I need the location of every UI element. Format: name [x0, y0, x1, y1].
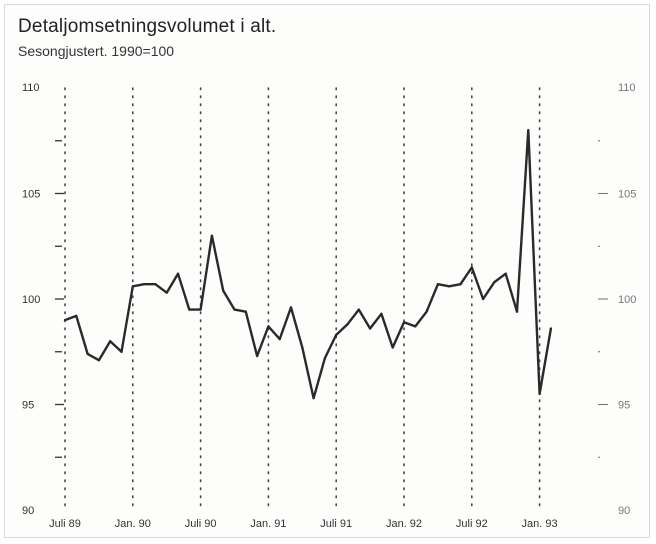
x-tick-label: Jan. 90: [115, 518, 151, 530]
data-point: [199, 308, 202, 311]
y-tick-label-right: 105: [618, 189, 636, 201]
data-point: [210, 234, 213, 237]
data-point: [176, 272, 180, 275]
chart-title: Detaljomsetningsvolumet i alt.: [18, 16, 277, 37]
x-tick-label: Juli 89: [49, 518, 81, 530]
data-point: [357, 308, 360, 311]
chart-frame: [4, 4, 650, 538]
data-point: [380, 312, 383, 315]
data-point: [222, 289, 225, 292]
data-point: [335, 333, 338, 336]
data-point: [301, 346, 304, 349]
data-point: [267, 325, 270, 328]
data-point: [143, 283, 146, 286]
data-point: [482, 297, 485, 301]
y-tick-label-left: 90: [22, 505, 34, 517]
data-point: [493, 281, 496, 284]
y-tick-label-left: 95: [22, 400, 34, 412]
data-point: [346, 323, 349, 326]
data-point: [459, 283, 462, 286]
data-point: [233, 308, 236, 311]
data-point: [188, 308, 191, 311]
data-point: [402, 321, 406, 324]
data-point: [289, 306, 293, 309]
x-tick-label: Jan. 91: [250, 518, 286, 530]
x-tick-label: Juli 91: [320, 518, 352, 530]
data-point: [436, 283, 439, 286]
x-tick-label: Jan. 93: [522, 518, 558, 530]
data-point: [470, 266, 473, 269]
data-point: [86, 352, 89, 355]
data-point: [109, 340, 112, 343]
data-point: [549, 327, 553, 330]
data-point: [369, 327, 372, 330]
x-tick-label: Juli 90: [185, 518, 217, 530]
data-point: [97, 359, 100, 362]
data-point: [75, 314, 78, 317]
data-point: [425, 310, 428, 313]
data-point: [256, 354, 259, 358]
data-point: [131, 285, 134, 288]
data-point: [63, 319, 67, 322]
y-tick-label-left: 110: [22, 82, 40, 94]
y-tick-label-right: 100: [618, 294, 636, 306]
y-tick-label-right: 110: [618, 82, 636, 94]
y-tick-label-left: 105: [22, 189, 40, 201]
x-tick-label: Juli 92: [456, 518, 488, 530]
data-point: [515, 310, 519, 313]
data-point: [414, 325, 417, 328]
data-point: [323, 356, 326, 360]
chart-subtitle: Sesongjustert. 1990=100: [18, 43, 175, 59]
data-point: [527, 129, 530, 132]
data-point: [538, 392, 541, 396]
data-point: [165, 291, 168, 294]
data-point: [244, 310, 247, 313]
data-point: [154, 283, 157, 286]
data-point: [391, 346, 394, 349]
series-line: [63, 128, 553, 400]
data-point: [312, 397, 315, 400]
data-point: [278, 337, 281, 341]
y-tick-label-left: 100: [22, 294, 40, 306]
y-tick-label-right: 90: [618, 505, 630, 517]
x-tick-label: Jan. 92: [386, 518, 422, 530]
data-point: [504, 272, 507, 275]
y-tick-label-right: 95: [618, 400, 630, 412]
data-point: [448, 285, 451, 288]
data-point: [120, 350, 123, 353]
